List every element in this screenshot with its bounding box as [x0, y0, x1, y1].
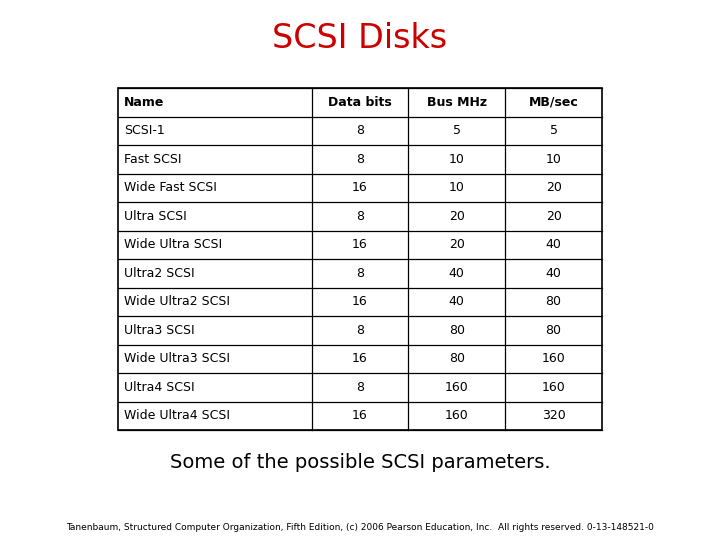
Text: 80: 80	[546, 295, 562, 308]
Text: 20: 20	[449, 238, 464, 251]
Text: Some of the possible SCSI parameters.: Some of the possible SCSI parameters.	[170, 453, 550, 471]
Text: 40: 40	[449, 267, 464, 280]
Text: Fast SCSI: Fast SCSI	[124, 153, 181, 166]
Text: 320: 320	[541, 409, 565, 422]
Text: 160: 160	[445, 381, 469, 394]
Text: Bus MHz: Bus MHz	[427, 96, 487, 109]
Text: 40: 40	[449, 295, 464, 308]
Text: 20: 20	[546, 181, 562, 194]
Text: 8: 8	[356, 324, 364, 337]
Text: Tanenbaum, Structured Computer Organization, Fifth Edition, (c) 2006 Pearson Edu: Tanenbaum, Structured Computer Organizat…	[66, 523, 654, 531]
Text: Ultra4 SCSI: Ultra4 SCSI	[124, 381, 194, 394]
Text: 10: 10	[546, 153, 562, 166]
Text: MB/sec: MB/sec	[528, 96, 578, 109]
Bar	[118, 88, 602, 430]
Text: 8: 8	[356, 210, 364, 222]
Text: Ultra2 SCSI: Ultra2 SCSI	[124, 267, 194, 280]
Text: Wide Ultra3 SCSI: Wide Ultra3 SCSI	[124, 352, 230, 365]
Text: Wide Ultra2 SCSI: Wide Ultra2 SCSI	[124, 295, 230, 308]
Text: 160: 160	[541, 352, 565, 365]
Text: 80: 80	[546, 324, 562, 337]
Text: 40: 40	[546, 267, 562, 280]
Text: Wide Fast SCSI: Wide Fast SCSI	[124, 181, 217, 194]
Text: 16: 16	[352, 238, 368, 251]
Text: 16: 16	[352, 352, 368, 365]
Text: Ultra SCSI: Ultra SCSI	[124, 210, 186, 222]
Text: 8: 8	[356, 267, 364, 280]
Text: 10: 10	[449, 153, 464, 166]
Text: 40: 40	[546, 238, 562, 251]
Text: 20: 20	[449, 210, 464, 222]
Text: 8: 8	[356, 153, 364, 166]
Text: 16: 16	[352, 181, 368, 194]
Text: 5: 5	[453, 124, 461, 137]
Text: Name: Name	[124, 96, 164, 109]
Text: 16: 16	[352, 409, 368, 422]
Text: 8: 8	[356, 381, 364, 394]
Text: Wide Ultra SCSI: Wide Ultra SCSI	[124, 238, 222, 251]
Text: 80: 80	[449, 352, 465, 365]
Text: 160: 160	[445, 409, 469, 422]
Text: 8: 8	[356, 124, 364, 137]
Text: 80: 80	[449, 324, 465, 337]
Text: 20: 20	[546, 210, 562, 222]
Text: 16: 16	[352, 295, 368, 308]
Text: 5: 5	[549, 124, 557, 137]
Text: 10: 10	[449, 181, 464, 194]
Text: Wide Ultra4 SCSI: Wide Ultra4 SCSI	[124, 409, 230, 422]
Text: SCSI-1: SCSI-1	[124, 124, 165, 137]
Text: SCSI Disks: SCSI Disks	[272, 22, 448, 55]
Text: Ultra3 SCSI: Ultra3 SCSI	[124, 324, 194, 337]
Text: Data bits: Data bits	[328, 96, 392, 109]
Text: 160: 160	[541, 381, 565, 394]
